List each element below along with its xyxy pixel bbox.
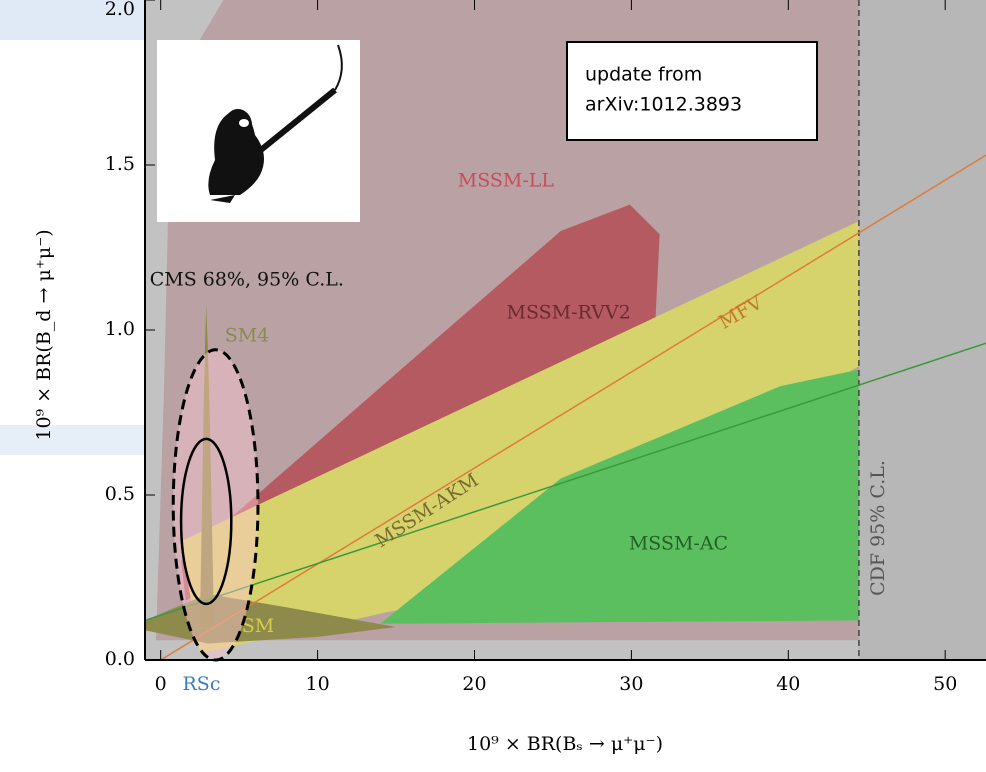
region-label: MSSM-RVV2 [507, 302, 631, 324]
y-tick-label: 0.5 [105, 483, 135, 505]
y-tick-label: 1.5 [105, 153, 135, 175]
region-label: MSSM-LL [458, 170, 555, 192]
x-tick-label: 0 [155, 673, 167, 695]
region [199, 303, 215, 627]
region-label: SM [242, 615, 274, 637]
x-tick-label: 10 [305, 673, 329, 695]
slide-decoration [0, 425, 145, 455]
note-box [566, 41, 818, 141]
region-label: MSSM-AC [629, 533, 728, 555]
x-tick-label: 50 [933, 673, 957, 695]
x-tick-label: 30 [619, 673, 643, 695]
y-tick-label: 0.0 [105, 648, 135, 670]
region [380, 369, 859, 624]
region [181, 221, 859, 654]
y-tick-label: 1.0 [105, 318, 135, 340]
region-label: SM4 [225, 325, 270, 347]
limit-label: CDF 95% C.L. [867, 460, 889, 596]
excluded-region [858, 0, 986, 660]
model-line [160, 154, 986, 661]
note-line: update from [585, 64, 702, 86]
y-tick-label: 2.0 [105, 0, 135, 20]
contour-label: CMS 68%, 95% C.L. [150, 269, 344, 291]
cl-contour [179, 437, 233, 606]
x-tick-label: 40 [776, 673, 800, 695]
cl-contour [171, 348, 260, 662]
x-axis-label: 10⁹ × BR(Bₛ → μ⁺μ⁻) [467, 733, 663, 755]
model-line [144, 342, 986, 622]
x-annotation: RSc [183, 673, 221, 695]
y-axis-label: 10⁹ × BR(B_d → μ⁺μ⁻) [33, 229, 55, 440]
x-tick-label: 20 [462, 673, 486, 695]
note-line: arXiv:1012.3893 [585, 94, 742, 116]
slide-decoration [0, 0, 145, 40]
penguin-image [157, 40, 360, 222]
